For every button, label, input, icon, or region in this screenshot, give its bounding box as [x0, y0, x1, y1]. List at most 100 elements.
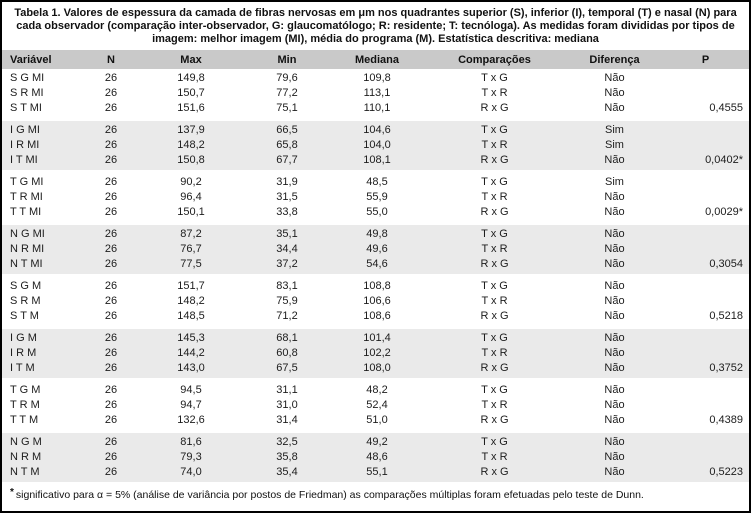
- cell-mediana: 49,6: [332, 242, 422, 257]
- cell-p: 0,5218: [709, 310, 743, 322]
- table-row: S T M 26 148,5 71,2 108,6 R x G Não 0,5218: [2, 309, 749, 326]
- column-header-max: Max: [140, 50, 242, 69]
- cell-n: 26: [82, 329, 140, 346]
- results-table: Variável N Max Min Mediana Comparações D…: [2, 50, 749, 482]
- table-row: N T M 26 74,0 35,4 55,1 R x G Não 0,5223: [2, 465, 749, 482]
- cell-n: 26: [104, 399, 118, 411]
- cell-n: 26: [104, 206, 118, 218]
- cell-diferenca: Não: [604, 206, 625, 218]
- cell-mediana: 108,8: [363, 280, 391, 292]
- cell-diferenca: Não: [567, 361, 662, 378]
- group-separator: [2, 378, 749, 381]
- cell-min: 68,1: [242, 329, 332, 346]
- cell-variavel: I G M: [2, 329, 82, 346]
- cell-diferenca: Sim: [567, 138, 662, 153]
- cell-min: 32,5: [242, 433, 332, 450]
- cell-mediana: 55,1: [332, 465, 422, 482]
- cell-comparacoes: T x G: [422, 225, 567, 242]
- row-group-3: T G MI 26 90,2 31,9 48,5 T x G Sim T R MI 26 96,4…: [2, 173, 749, 222]
- cell-diferenca: Não: [567, 329, 662, 346]
- cell-p: [662, 225, 749, 242]
- cell-p: 0,4555: [709, 102, 743, 114]
- cell-diferenca: Não: [567, 465, 662, 482]
- cell-mediana: 108,6: [363, 310, 391, 322]
- cell-diferenca: Sim: [605, 176, 624, 188]
- cell-max: 150,8: [140, 153, 242, 170]
- cell-max: 132,6: [177, 414, 205, 426]
- footnote-asterisk: *: [10, 487, 14, 498]
- cell-p: [662, 398, 749, 413]
- cell-p: [662, 69, 749, 86]
- column-header-comparacoes: Comparações: [422, 50, 567, 69]
- cell-min: 31,0: [276, 399, 298, 411]
- cell-n: 26: [82, 225, 140, 242]
- cell-p: 0,5223: [662, 465, 749, 482]
- cell-mediana: 52,4: [366, 399, 388, 411]
- cell-comparacoes: R x G: [422, 361, 567, 378]
- cell-mediana: 55,0: [366, 206, 388, 218]
- cell-min: 35,1: [242, 225, 332, 242]
- cell-diferenca: Não: [567, 225, 662, 242]
- cell-max: 151,6: [177, 102, 205, 114]
- cell-min: 35,4: [242, 465, 332, 482]
- group-separator: [2, 118, 749, 121]
- cell-n: 26: [82, 257, 140, 274]
- cell-max: 77,5: [140, 257, 242, 274]
- cell-n: 26: [104, 87, 118, 99]
- cell-n: 26: [104, 384, 118, 396]
- cell-n: 26: [104, 295, 118, 307]
- cell-comparacoes: T x R: [481, 87, 508, 99]
- cell-mediana: 110,1: [363, 102, 391, 114]
- cell-mediana: 48,5: [366, 176, 388, 188]
- column-header-mediana: Mediana: [332, 50, 422, 69]
- cell-p: [662, 346, 749, 361]
- cell-p: [662, 121, 749, 138]
- cell-mediana: 108,1: [332, 153, 422, 170]
- table-row: T T M 26 132,6 31,4 51,0 R x G Não 0,4389: [2, 413, 749, 430]
- group-separator: [2, 274, 749, 277]
- cell-n: 26: [82, 465, 140, 482]
- cell-p: [662, 450, 749, 465]
- cell-comparacoes: T x G: [422, 433, 567, 450]
- group-separator: [2, 170, 749, 173]
- cell-max: 149,8: [177, 72, 205, 84]
- cell-comparacoes: R x G: [480, 310, 509, 322]
- cell-diferenca: Não: [567, 153, 662, 170]
- cell-diferenca: Sim: [567, 121, 662, 138]
- cell-max: 76,7: [140, 242, 242, 257]
- cell-n: 26: [82, 450, 140, 465]
- cell-p: [662, 138, 749, 153]
- header-row: Variável N Max Min Mediana Comparações D…: [2, 50, 749, 69]
- row-group-2: I G MI 26 137,9 66,5 104,6 T x G Sim I R MI 26 14…: [2, 121, 749, 170]
- column-header-variavel: Variável: [2, 50, 82, 69]
- table-row: S R MI 26 150,7 77,2 113,1 T x R Não: [2, 86, 749, 101]
- cell-diferenca: Não: [604, 280, 625, 292]
- cell-p: [662, 173, 749, 190]
- cell-n: 26: [82, 121, 140, 138]
- cell-comparacoes: T x R: [422, 450, 567, 465]
- cell-diferenca: Não: [604, 384, 625, 396]
- cell-diferenca: Não: [604, 191, 625, 203]
- table-row: S R M 26 148,2 75,9 106,6 T x R Não: [2, 294, 749, 309]
- table-row: S T MI 26 151,6 75,1 110,1 R x G Não 0,4555: [2, 101, 749, 118]
- table-row: N G MI 26 87,2 35,1 49,8 T x G Não: [2, 225, 749, 242]
- cell-comparacoes: T x G: [422, 121, 567, 138]
- cell-variavel: S R MI: [10, 87, 44, 99]
- cell-max: 148,2: [177, 295, 205, 307]
- cell-comparacoes: T x G: [481, 280, 508, 292]
- cell-diferenca: Não: [604, 414, 625, 426]
- cell-min: 66,5: [242, 121, 332, 138]
- cell-max: 148,2: [140, 138, 242, 153]
- group-separator: [2, 326, 749, 329]
- cell-max: 94,7: [180, 399, 202, 411]
- cell-max: 150,1: [177, 206, 205, 218]
- row-group-8: N G M 26 81,6 32,5 49,2 T x G Não N R M 26 79,3 35…: [2, 433, 749, 482]
- row-group-5: S G M 26 151,7 83,1 108,8 T x G Não S R M 26 148,…: [2, 277, 749, 326]
- row-group-1: S G MI 26 149,8 79,6 109,8 T x G Não S R MI 26 15…: [2, 69, 749, 118]
- cell-variavel: S G M: [10, 280, 42, 292]
- cell-variavel: T G MI: [10, 176, 44, 188]
- column-header-diferenca: Diferença: [567, 50, 662, 69]
- cell-max: 79,3: [140, 450, 242, 465]
- cell-n: 26: [82, 361, 140, 378]
